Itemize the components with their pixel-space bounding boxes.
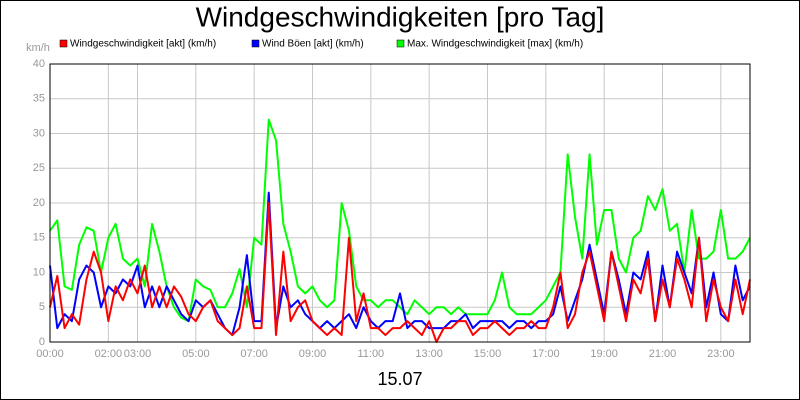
y-tick-label: 40 [33,58,45,70]
data-line [49,191,751,337]
y-tick-label: 10 [33,266,45,278]
x-axis-label: 15.07 [377,369,422,389]
x-tick-label: 07:00 [240,348,268,360]
x-tick-label: 09:00 [299,348,327,360]
data-line [49,202,751,343]
y-tick-label: 25 [33,162,45,174]
x-tick-label: 03:00 [124,348,152,360]
x-tick-label: 23:00 [707,348,735,360]
x-tick-label: 15:00 [474,348,502,360]
legend-label: Windgeschwindigkeit [akt] (km/h) [70,39,216,50]
x-tick-label: 13:00 [415,348,443,360]
x-tick-label: 05:00 [182,348,210,360]
x-tick-label: 02:00 [95,348,123,360]
x-tick-label: 17:00 [532,348,560,360]
plot-border [49,63,751,343]
legend-swatch [396,39,405,48]
y-tick-label: 35 [33,93,45,105]
y-tick-label: 15 [33,232,45,244]
y-tick-label: 5 [39,301,45,313]
y-tick-label: 20 [33,197,45,209]
chart-title: Windgeschwindigkeiten [pro Tag] [196,1,605,32]
legend-label: Max. Windgeschwindigkeit [max] (km/h) [407,39,583,50]
legend-swatch [251,39,260,48]
x-tick-label: 00:00 [36,348,64,360]
x-tick-label: 11:00 [357,348,384,360]
x-tick-label: 21:00 [649,348,677,360]
legend-label: Wind Böen [akt] (km/h) [262,39,364,50]
x-tick-label: 19:00 [590,348,618,360]
y-tick-label: 0 [39,336,45,348]
y-tick-label: 30 [33,127,45,139]
legend-swatch [59,39,68,48]
y-axis-label: km/h [26,42,50,54]
